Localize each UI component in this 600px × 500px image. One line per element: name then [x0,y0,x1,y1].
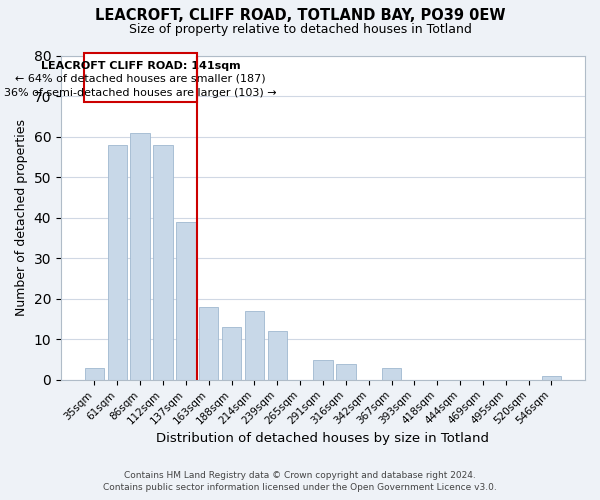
Bar [382,368,401,380]
Text: Contains HM Land Registry data © Crown copyright and database right 2024.: Contains HM Land Registry data © Crown c… [124,471,476,480]
Bar [176,222,196,380]
Bar [245,311,264,380]
Text: LEACROFT, CLIFF ROAD, TOTLAND BAY, PO39 0EW: LEACROFT, CLIFF ROAD, TOTLAND BAY, PO39 … [95,8,505,22]
Bar [130,132,150,380]
Text: ← 64% of detached houses are smaller (187): ← 64% of detached houses are smaller (18… [16,74,266,84]
X-axis label: Distribution of detached houses by size in Totland: Distribution of detached houses by size … [157,432,490,445]
Bar [85,368,104,380]
Bar [153,144,173,380]
Y-axis label: Number of detached properties: Number of detached properties [15,119,28,316]
Bar [542,376,561,380]
Bar [107,144,127,380]
Text: Contains public sector information licensed under the Open Government Licence v3: Contains public sector information licen… [103,484,497,492]
Text: Size of property relative to detached houses in Totland: Size of property relative to detached ho… [128,22,472,36]
Bar [199,307,218,380]
FancyBboxPatch shape [84,54,197,102]
Text: 36% of semi-detached houses are larger (103) →: 36% of semi-detached houses are larger (… [4,88,277,98]
Bar [313,360,332,380]
Bar [336,364,356,380]
Text: LEACROFT CLIFF ROAD: 141sqm: LEACROFT CLIFF ROAD: 141sqm [41,61,241,71]
Bar [268,331,287,380]
Bar [222,327,241,380]
